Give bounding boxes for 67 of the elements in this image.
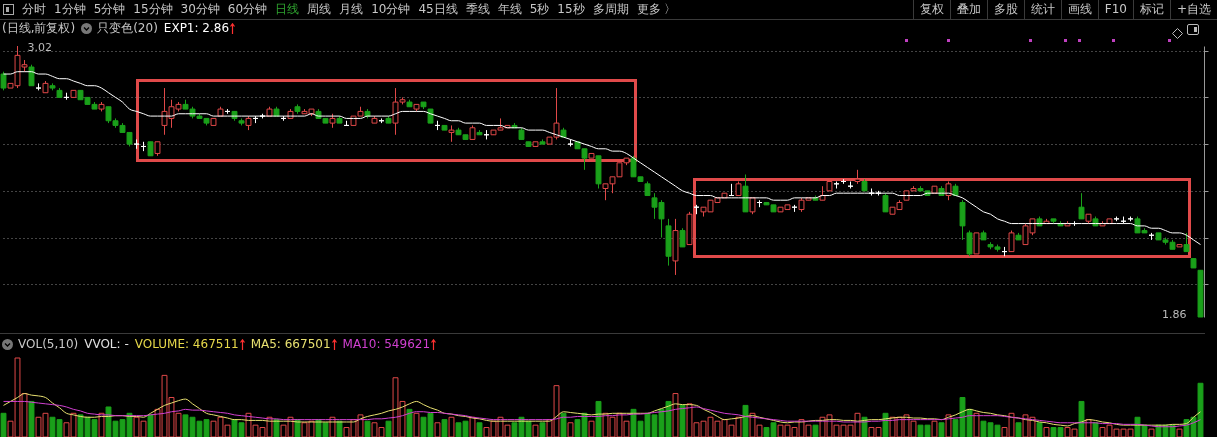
text: MA10: 549621 — [342, 337, 431, 351]
text: 15秒 — [556, 1, 586, 18]
text: 5秒 — [528, 1, 551, 18]
bar — [882, 412, 889, 437]
candlestick — [0, 71, 7, 91]
text: 年线 — [496, 1, 523, 18]
bar — [1015, 422, 1022, 437]
text: 多股 — [986, 0, 1024, 19]
text: 季线 — [464, 1, 491, 18]
candlestick — [1008, 230, 1015, 253]
chart-subtitle: VVOL: - — [84, 337, 129, 351]
bar — [742, 404, 749, 437]
text: 复权 — [912, 0, 950, 19]
chart-subtitle: 只变色(20) — [97, 19, 158, 37]
text: MA5: 667501 — [250, 337, 331, 351]
bar — [595, 400, 602, 437]
text: 45日线 — [417, 1, 459, 18]
text: 5分钟 — [92, 1, 127, 18]
bar — [679, 404, 686, 437]
bar — [1092, 422, 1099, 437]
text: 10分钟 — [370, 1, 412, 18]
text: 15分钟 — [132, 1, 174, 18]
text: 叠加 — [949, 0, 987, 19]
bar — [364, 420, 371, 437]
bar — [28, 400, 35, 437]
candlestick — [973, 232, 980, 255]
text: 日线 — [274, 1, 301, 18]
annotation: 3.02 — [27, 41, 52, 54]
text: EXP1: 2.86 — [163, 21, 230, 35]
bar — [476, 422, 483, 437]
candlestick — [945, 181, 952, 201]
candlestick — [679, 227, 686, 248]
candlestick — [28, 64, 35, 87]
text: 60分钟 — [226, 1, 269, 18]
candlestick — [966, 230, 973, 257]
bar — [441, 419, 448, 437]
bar — [0, 412, 7, 437]
bar — [147, 414, 154, 437]
bar — [1036, 422, 1043, 437]
bar — [560, 412, 567, 437]
bar — [273, 419, 280, 437]
chart-title: (日线,前复权) — [2, 19, 76, 37]
bar — [539, 422, 546, 437]
text: 更多 〉 — [635, 1, 678, 18]
candlestick — [1078, 192, 1085, 220]
text: 分时 — [21, 1, 47, 18]
text: 1分钟 — [53, 1, 87, 18]
candlestick — [959, 199, 966, 241]
annotation: 1.86 — [1162, 308, 1187, 321]
text: 30分钟 — [179, 1, 221, 18]
text: F10 — [1097, 0, 1133, 19]
candlestick — [1183, 232, 1190, 253]
text: 月线 — [338, 1, 365, 18]
bar — [938, 422, 945, 437]
chart-title: VOL(5,10) — [18, 337, 79, 351]
text: 标记 — [1132, 0, 1170, 19]
text: 统计 — [1023, 0, 1061, 19]
text: VOLUME: 467511 — [134, 337, 239, 351]
text: 多周期 — [591, 1, 630, 18]
bar — [812, 424, 819, 437]
bar — [385, 420, 392, 437]
bar — [1078, 400, 1085, 437]
text: 周线 — [306, 1, 333, 18]
candlestick — [882, 192, 889, 213]
text: 画线 — [1060, 0, 1098, 19]
text: +自选 — [1169, 0, 1217, 19]
bar — [406, 408, 413, 437]
